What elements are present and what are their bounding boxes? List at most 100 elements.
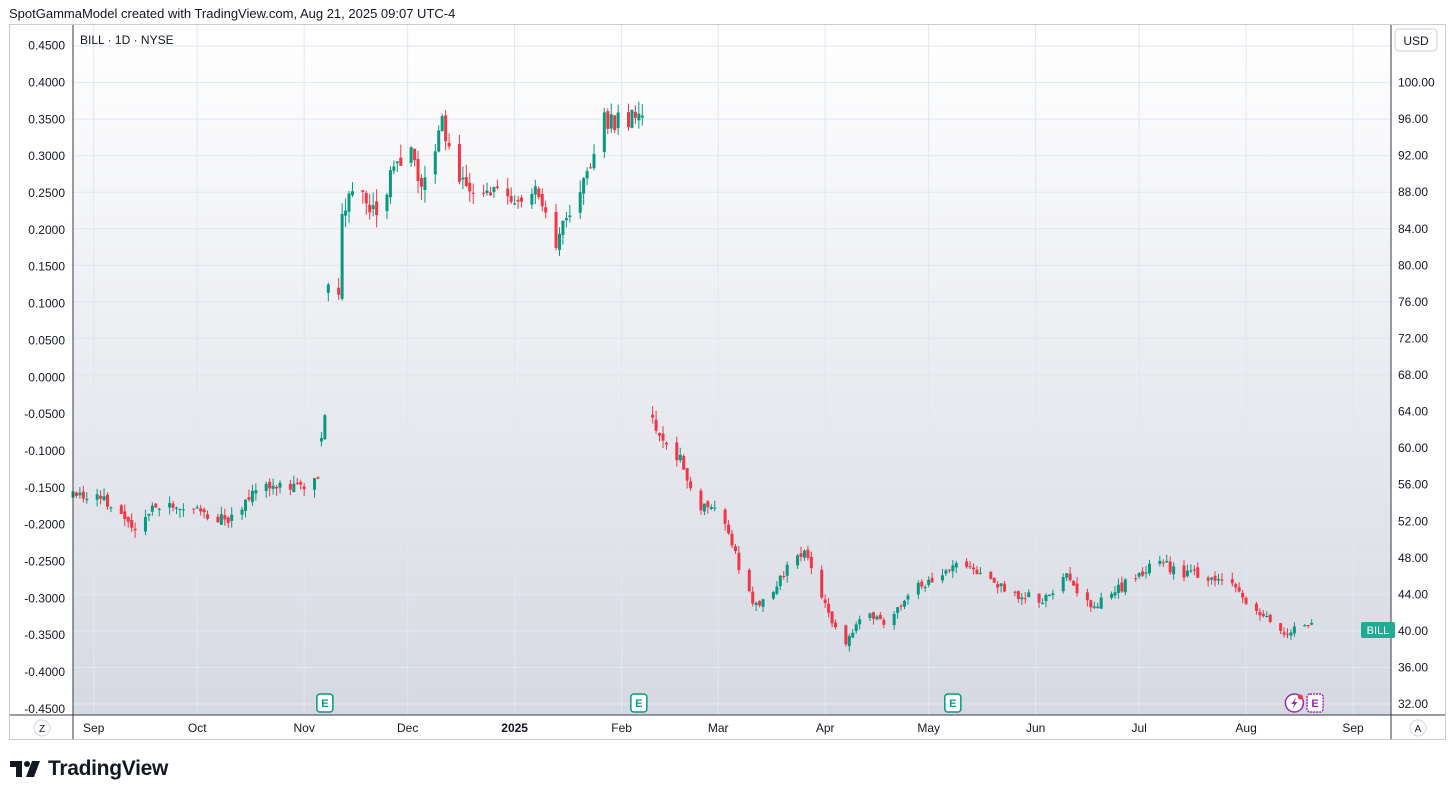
candle-body <box>78 492 82 496</box>
candle-body <box>340 213 344 299</box>
candle-body <box>1085 592 1089 601</box>
candle-body <box>968 566 972 568</box>
candle-body <box>1254 603 1258 611</box>
left-axis-tick-label: -0.1000 <box>24 444 65 458</box>
candle-body <box>920 581 924 587</box>
right-axis-tick-label: 68.00 <box>1398 368 1428 382</box>
candle-body <box>244 499 248 511</box>
plot-background <box>73 25 1391 715</box>
candle-body <box>923 587 927 589</box>
candle-body <box>754 602 758 605</box>
candle-body <box>737 552 741 571</box>
candle-body <box>747 569 751 592</box>
candle-body <box>1306 625 1310 627</box>
candle-body <box>654 419 658 431</box>
candle-body <box>206 514 210 519</box>
candle-body <box>99 495 103 499</box>
right-price-axis[interactable]: 104.00100.0096.0092.0088.0084.0080.0076.… <box>1398 39 1435 711</box>
candle-body <box>1120 582 1124 592</box>
candle-body <box>854 624 858 632</box>
candle-body <box>626 112 630 128</box>
candle-body <box>344 210 348 216</box>
candle-body <box>713 507 717 509</box>
right-axis-tick-label: 44.00 <box>1398 587 1428 601</box>
candle-body <box>892 613 896 625</box>
candle-body <box>464 177 468 187</box>
candle-body <box>1072 581 1076 586</box>
candle-body <box>457 144 461 182</box>
left-axis-tick-label: 0.2000 <box>28 223 65 237</box>
candle-body <box>661 433 665 441</box>
currency-button[interactable]: USD <box>1394 28 1438 52</box>
candle-body <box>1123 579 1127 593</box>
candle-body <box>896 607 900 613</box>
right-axis-tick-label: 56.00 <box>1398 478 1428 492</box>
candle-body <box>927 579 931 585</box>
candle-body <box>1003 583 1007 592</box>
candle-body <box>557 233 561 251</box>
candle-body <box>564 218 568 221</box>
candle-body <box>143 516 147 532</box>
candle-body <box>830 611 834 624</box>
candle-body <box>533 186 537 195</box>
zoom-button[interactable]: Z <box>33 719 51 737</box>
candle-body <box>1230 579 1234 584</box>
zoom-label: Z <box>39 724 45 735</box>
candle-body <box>868 613 872 619</box>
candle-body <box>154 503 158 508</box>
candle-body <box>975 569 979 575</box>
chart-frame[interactable]: E E E E 0.4500 0.4000 0.3500 0.3000 0.2500 0.200… <box>9 24 1446 740</box>
time-axis-tick-label: Jul <box>1131 721 1146 735</box>
candlestick-chart[interactable]: E E E E 0.4500 0.4000 0.3500 0.3000 0.2500 0.200… <box>10 25 1445 739</box>
candle-body <box>1261 613 1265 617</box>
candle-body <box>102 496 106 501</box>
left-axis-tick-label: 0.4500 <box>28 39 65 53</box>
candle-body <box>954 563 958 568</box>
right-axis-tick-label: 80.00 <box>1398 258 1428 272</box>
candle-body <box>578 192 582 213</box>
candle-body <box>509 195 513 202</box>
candle-body <box>568 215 572 218</box>
symbol-label: BILL · 1D · NYSE <box>80 33 174 47</box>
candle-body <box>130 519 134 528</box>
tradingview-brand-name: TradingView <box>48 757 169 780</box>
candle-body <box>1116 584 1120 593</box>
candle-body <box>978 572 982 574</box>
candle-body <box>775 586 779 594</box>
candle-body <box>989 572 993 579</box>
candle-body <box>1110 593 1114 598</box>
candle-body <box>1061 577 1065 592</box>
candle-body <box>554 211 558 248</box>
candle-body <box>350 191 354 196</box>
right-axis-tick-label: 72.00 <box>1398 331 1428 345</box>
candle-body <box>844 625 848 645</box>
candle-body <box>375 201 379 216</box>
left-axis-tick-label: -0.3000 <box>24 591 65 605</box>
candle-body <box>299 482 303 485</box>
candle-body <box>1065 573 1069 578</box>
left-price-axis[interactable]: 0.4500 0.4000 0.3500 0.3000 0.2500 0.2000 0.15… <box>24 39 65 716</box>
tradingview-logo[interactable]: TradingView <box>10 757 168 781</box>
candle-body <box>275 486 279 489</box>
candle-body <box>316 477 320 479</box>
right-axis-tick-label: 48.00 <box>1398 551 1428 565</box>
auto-scale-button[interactable]: A <box>1409 719 1427 737</box>
candle-body <box>399 157 403 166</box>
candle-body <box>609 114 613 129</box>
candle-body <box>1244 597 1248 604</box>
candle-body <box>633 111 637 118</box>
time-axis-tick-label: Aug <box>1235 721 1256 735</box>
candle-body <box>216 516 220 523</box>
candle-body <box>195 507 199 509</box>
time-axis[interactable]: Sep Oct Nov Dec 2025 Feb Mar Apr May Jun Jul Aug Sep <box>83 721 1364 735</box>
candle-body <box>1192 569 1196 571</box>
candle-body <box>178 509 182 511</box>
earnings-marker <box>630 693 648 713</box>
right-axis-tick-label: 52.00 <box>1398 514 1428 528</box>
candle-body <box>1137 573 1141 577</box>
right-axis-tick-label: 92.00 <box>1398 149 1428 163</box>
candle-body <box>106 494 110 507</box>
candle-body <box>81 491 85 499</box>
candle-body <box>461 177 465 180</box>
candle-body <box>416 159 420 182</box>
